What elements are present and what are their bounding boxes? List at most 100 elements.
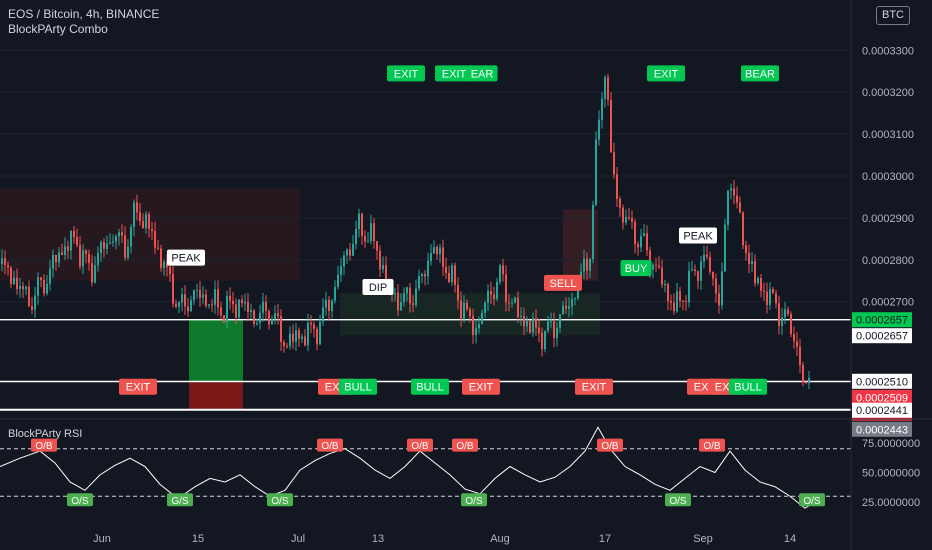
candle-body [790, 314, 792, 335]
candle-body [583, 258, 585, 272]
signal-box [620, 260, 652, 277]
candle-body [421, 274, 423, 277]
candle-body [739, 202, 741, 213]
candle-body [145, 214, 147, 229]
candle-body [565, 305, 567, 309]
candle-body [208, 304, 210, 306]
candle-body [295, 330, 297, 342]
candle-body [787, 309, 789, 315]
signal-exit: EXIT [575, 378, 613, 395]
candle-body [640, 236, 642, 248]
candle-body [112, 241, 114, 243]
signal-sell: SELL [544, 274, 582, 291]
candle-body [223, 315, 225, 323]
time-tick-label: Sep [693, 533, 713, 545]
candle-body [778, 303, 780, 326]
candle-body [55, 254, 57, 263]
candle-body [301, 336, 303, 339]
price-level-box [852, 312, 912, 328]
candle-body [439, 247, 441, 255]
candle-body [430, 253, 432, 262]
candle-body [100, 242, 102, 253]
signal-label: BULL [344, 382, 372, 394]
candle-body [700, 261, 702, 281]
price-candles [1, 73, 810, 390]
signal-box [741, 65, 779, 82]
candle-body [34, 295, 36, 310]
candle-body [274, 313, 276, 320]
price-tick-label: 0.0002700 [862, 297, 914, 309]
candle-body [805, 382, 807, 384]
price-level-box [852, 402, 912, 418]
signal-box [119, 378, 157, 395]
candle-body [214, 289, 216, 305]
signal-label: BULL [416, 382, 444, 394]
candle-body [571, 298, 573, 307]
candle-body [310, 322, 312, 325]
candle-body [373, 223, 375, 242]
candle-body [94, 265, 96, 283]
candle-body [262, 301, 264, 313]
candle-body [424, 274, 426, 277]
candle-body [607, 77, 609, 100]
rsi-signal: O/S [67, 493, 93, 507]
candle-body [784, 309, 786, 318]
candle-body [163, 261, 165, 268]
candle-body [46, 283, 48, 294]
candle-body [655, 264, 657, 266]
candle-body [355, 228, 357, 244]
time-tick-label: 14 [784, 533, 796, 545]
candle-body [721, 271, 723, 306]
candle-body [28, 286, 30, 307]
candle-body [505, 274, 507, 303]
candle-body [124, 235, 126, 258]
candle-body [481, 312, 483, 325]
candle-body [760, 277, 762, 291]
candle-body [658, 265, 660, 268]
candle-body [691, 269, 693, 271]
rsi-signal-label: O/B [601, 441, 619, 452]
candle-body [217, 289, 219, 308]
candle-body [649, 250, 651, 270]
rsi-signal-label: O/B [456, 441, 474, 452]
candle-body [259, 312, 261, 324]
candle-body [331, 300, 333, 311]
candle-body [757, 277, 759, 284]
signal-label: BULL [734, 382, 762, 394]
signal-exit: EXIT [119, 378, 157, 395]
candle-body [637, 243, 639, 248]
time-tick-label: 15 [192, 533, 204, 545]
rsi-signal-label: O/S [271, 496, 289, 507]
candle-body [49, 268, 51, 284]
signal-dip: DIP [362, 279, 394, 296]
candle-body [121, 232, 123, 236]
candle-body [574, 298, 576, 300]
candle-body [358, 213, 360, 229]
candle-body [235, 304, 237, 318]
candle-body [253, 310, 255, 324]
candle-body [604, 77, 606, 99]
candle-body [316, 328, 318, 345]
signal-label: SELL [550, 278, 577, 290]
candle-body [508, 302, 510, 304]
candle-body [280, 316, 282, 342]
candle-body [799, 346, 801, 365]
signal-exit: EXIT [462, 378, 500, 395]
candle-body [502, 265, 504, 275]
price-level-label: 0.0002657 [856, 315, 908, 327]
candle-body [490, 290, 492, 295]
candle-body [463, 302, 465, 320]
currency-badge[interactable]: BTC [876, 6, 910, 25]
candle-body [211, 304, 213, 306]
candle-body [634, 221, 636, 244]
candle-body [142, 221, 144, 229]
rsi-signal-label: O/B [703, 441, 721, 452]
candle-body [343, 255, 345, 267]
candle-body [562, 305, 564, 315]
candle-body [376, 241, 378, 251]
candle-body [82, 250, 84, 267]
signal-box [679, 227, 717, 244]
rsi-signal-label: O/B [35, 441, 53, 452]
candle-body [232, 300, 234, 305]
